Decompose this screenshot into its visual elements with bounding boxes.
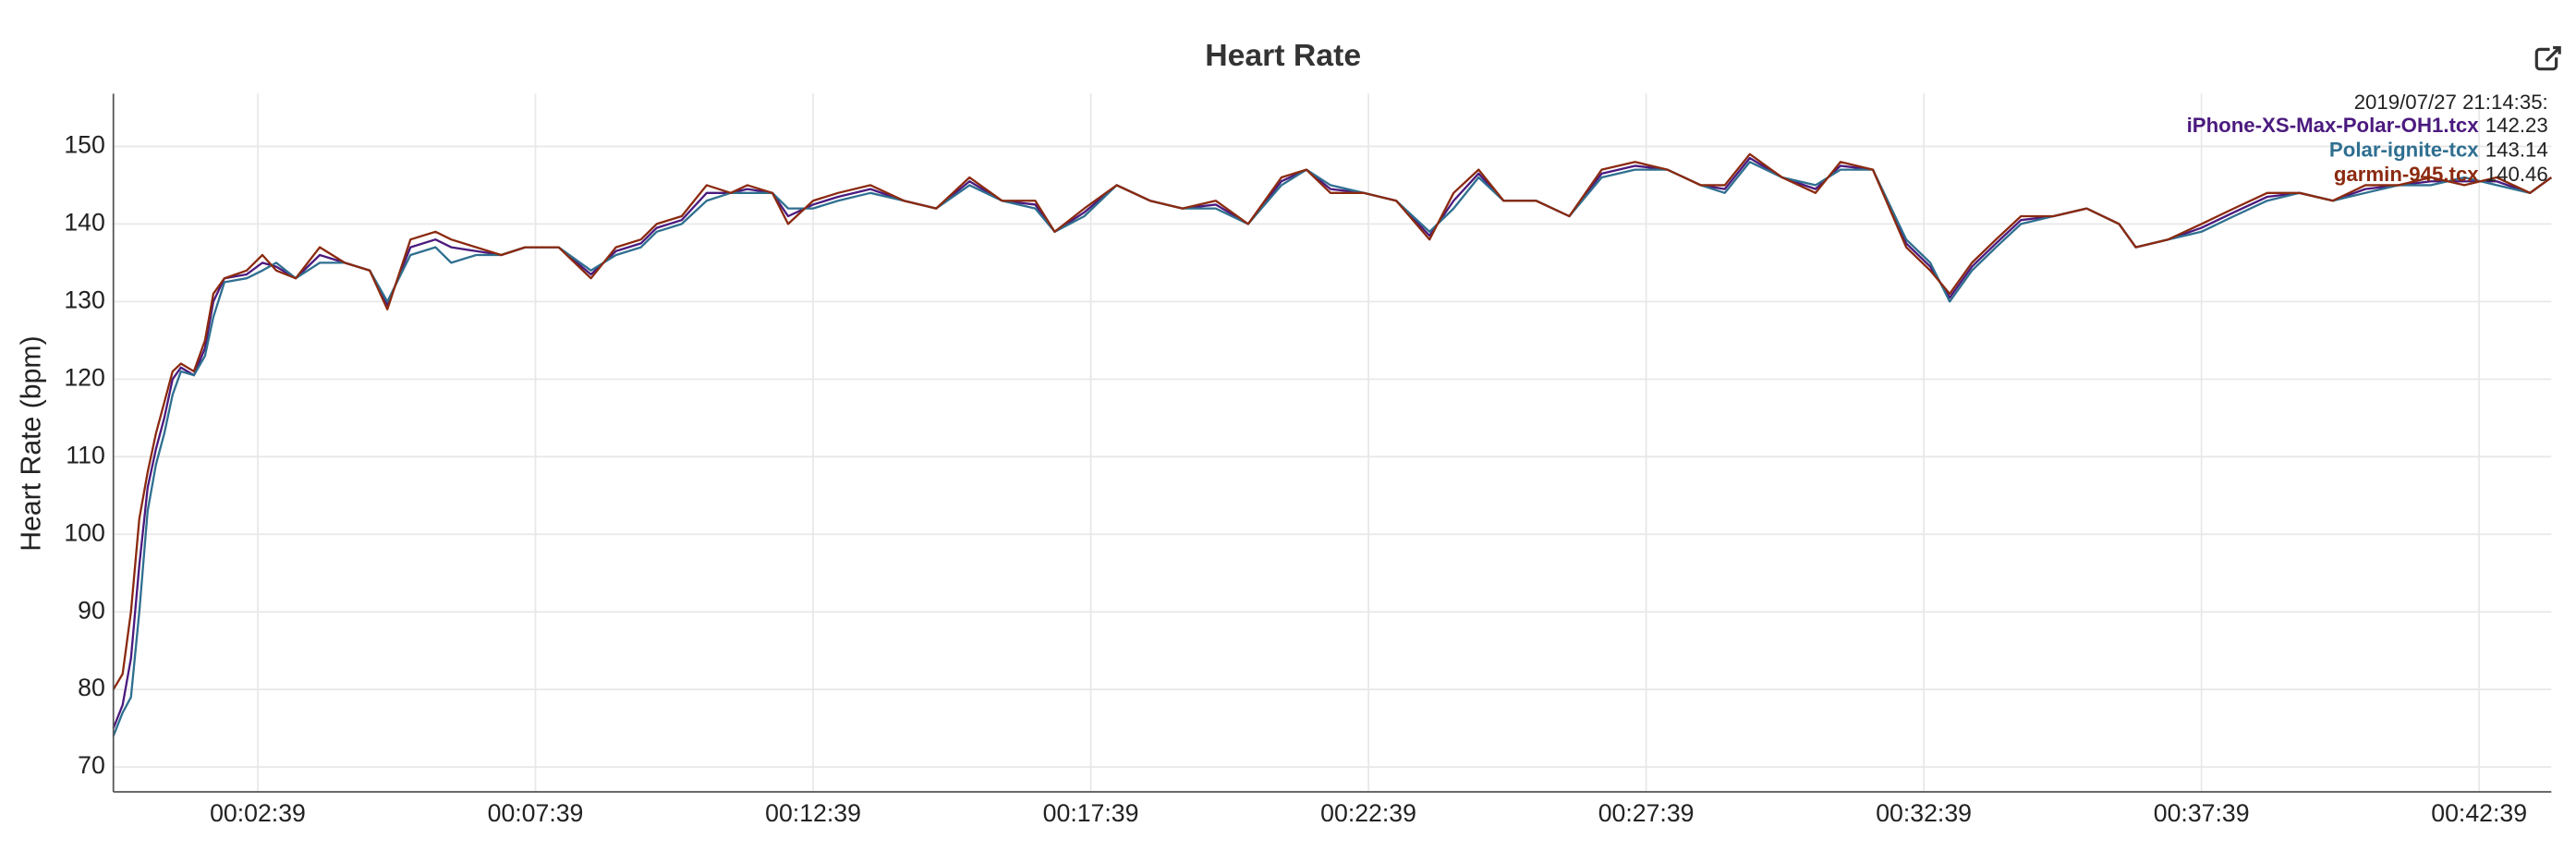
legend-title: 2019/07/27 21:14:35: [2354,91,2548,114]
legend-entry: Polar-ignite-tcx 143.14 [2329,138,2548,161]
grid [113,93,2552,793]
x-tick-label: 00:17:39 [1043,799,1139,827]
y-tick-label: 100 [64,518,104,546]
y-tick-label: 120 [64,363,104,391]
y-tick-label: 70 [78,751,105,779]
x-tick-label: 00:42:39 [2431,799,2527,827]
legend-value: 140.46 [2485,163,2548,186]
x-tick-label: 00:37:39 [2154,799,2250,827]
x-tick-label: 00:02:39 [210,799,306,827]
y-tick-label: 150 [64,130,104,158]
icon-arrow [2545,45,2561,62]
y-axis-label: Heart Rate (bpm) [17,335,47,551]
series-line [112,152,2552,690]
series-line [112,156,2552,729]
y-tick-label: 90 [78,596,105,624]
y-tick-label: 80 [78,674,105,701]
legend-name: iPhone-XS-Max-Polar-OH1.tcx [2187,114,2480,137]
legend-name: garmin-945.tcx [2334,163,2479,186]
legend-entry: garmin-945.tcx 140.46 [2334,163,2548,186]
x-tick-label: 00:32:39 [1876,799,1972,827]
x-tick-label: 00:22:39 [1320,799,1416,827]
y-tick-label: 130 [64,286,104,313]
legend-value: 143.14 [2485,138,2548,161]
x-tick-label: 00:27:39 [1598,799,1695,827]
legend: 2019/07/27 21:14:35: iPhone-XS-Max-Polar… [2187,91,2548,186]
axes: 70 80 90 100 110 120 130 140 150 00:02:39 00:07:39… [64,93,2552,827]
legend-value: 142.23 [2485,114,2548,137]
chart-title: Heart Rate [1205,38,1361,73]
legend-entry: iPhone-XS-Max-Polar-OH1.tcx142.23 [2187,114,2548,137]
lines [112,152,2552,736]
legend-name: Polar-ignite-tcx [2329,138,2479,161]
y-tick-label: 140 [64,208,104,236]
export-icon[interactable] [2534,45,2561,71]
icon-frame [2534,47,2558,71]
y-tick-label: 110 [66,441,104,468]
x-tick-label: 00:12:39 [765,799,861,827]
x-tick-label: 00:07:39 [488,799,584,827]
